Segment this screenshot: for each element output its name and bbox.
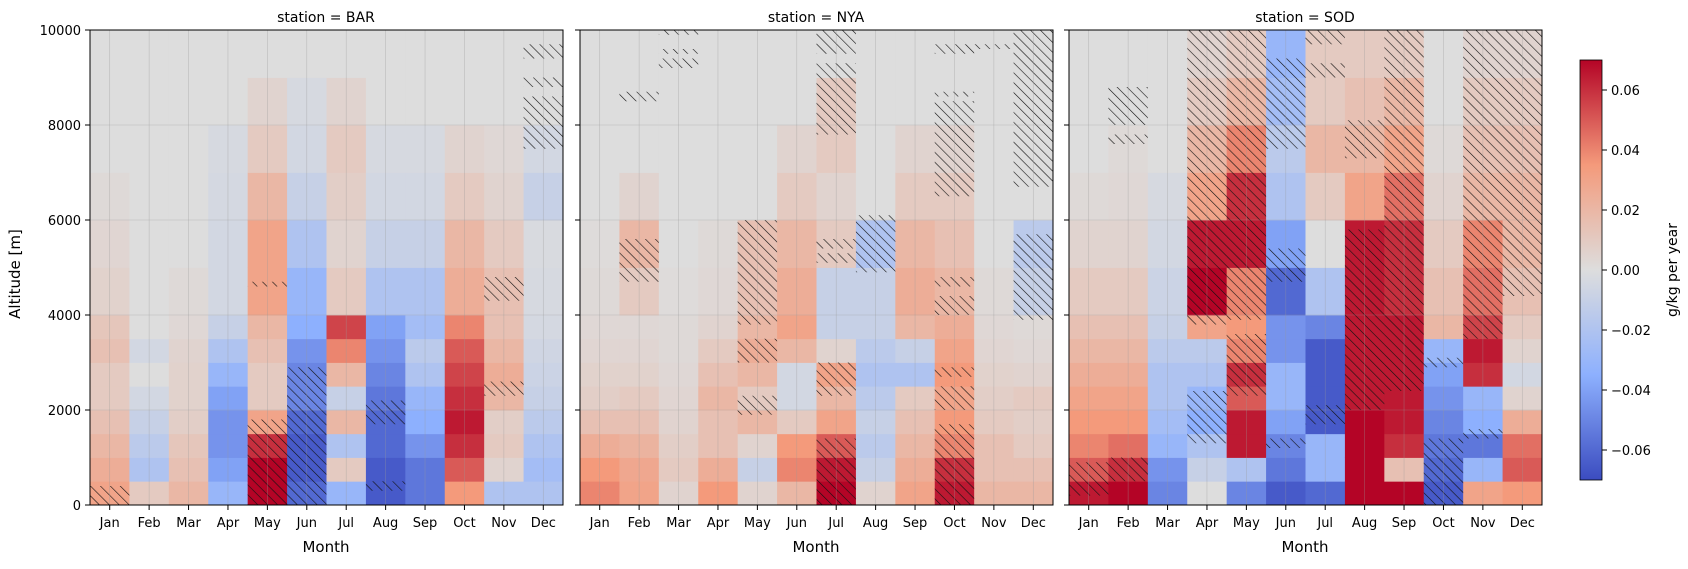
x-tick-label: Mar [1155, 516, 1180, 531]
x-tick-label: Jan [1078, 516, 1099, 531]
x-tick-label: May [254, 516, 281, 531]
colorbar-tick-label: 0.04 [1611, 144, 1640, 159]
x-tick-label: Jul [827, 516, 844, 531]
x-tick-label: Apr [1196, 516, 1219, 531]
panel-sod: Jan Feb Mar Apr May Jun Jul Aug Sep Oct Nov Dec [1064, 29, 1543, 531]
x-tick-label: Feb [1117, 516, 1140, 531]
y-tick-label: 8000 [48, 119, 81, 134]
x-axis-label-sod: Month [1281, 538, 1328, 556]
x-tick-label: Dec [531, 516, 556, 531]
x-tick-label: Aug [373, 516, 398, 531]
x-tick-label: Sep [413, 516, 438, 531]
colorbar-tick-label: 0.00 [1611, 264, 1640, 279]
panel-bar: Jan Feb Mar Apr May Jun Jul Aug Sep Oct Nov Dec 0 200… [40, 24, 564, 531]
panel-title-bar: station = BAR [277, 10, 375, 26]
axes-frame [1068, 29, 1543, 506]
x-tick-label: Jan [589, 516, 610, 531]
x-tick-label: Feb [138, 516, 161, 531]
x-tick-label: Dec [1510, 516, 1535, 531]
x-tick-label: Aug [1352, 516, 1377, 531]
y-tick-label: 0 [73, 499, 81, 514]
colorbar-tick-label: 0.06 [1611, 84, 1640, 99]
x-tick-label: Oct [943, 516, 965, 531]
x-tick-label: Nov [1470, 516, 1496, 531]
x-tick-label: Apr [707, 516, 730, 531]
y-tick-label: 2000 [48, 404, 81, 419]
x-tick-label: Jun [1275, 516, 1296, 531]
axes-frame [89, 29, 564, 506]
y-tick-label: 10000 [40, 24, 81, 39]
colorbar-tick-label: 0.02 [1611, 204, 1640, 219]
y-tick-label: 6000 [48, 214, 81, 229]
x-axis-label-bar: Month [302, 538, 349, 556]
x-tick-label: Jan [99, 516, 120, 531]
colorbar-tick-label: −0.02 [1611, 324, 1651, 339]
x-tick-label: Aug [863, 516, 888, 531]
colorbar: −0.06 −0.04 −0.02 0.00 0.02 0.04 0.06 g/kg per… [1579, 59, 1681, 481]
x-tick-label: Nov [491, 516, 517, 531]
axes-frame [579, 29, 1054, 506]
x-tick-label: Oct [453, 516, 475, 531]
x-tick-label: Oct [1432, 516, 1454, 531]
x-tick-label: Feb [628, 516, 651, 531]
x-tick-label: May [1233, 516, 1260, 531]
x-tick-label: Jul [1316, 516, 1333, 531]
x-tick-label: Dec [1021, 516, 1046, 531]
panel-nya: Jan Feb Mar Apr May Jun Jul Aug Sep Oct Nov Dec [575, 29, 1054, 531]
panel-title-nya: station = NYA [768, 10, 865, 26]
colorbar-tick-label: −0.06 [1611, 444, 1651, 459]
x-tick-label: Jun [786, 516, 807, 531]
panel-title-sod: station = SOD [1255, 10, 1355, 26]
colorbar-gradient [1579, 59, 1603, 481]
x-tick-label: Jun [296, 516, 317, 531]
y-tick-label: 4000 [48, 309, 81, 324]
x-tick-label: Sep [1392, 516, 1417, 531]
x-tick-label: Mar [176, 516, 201, 531]
x-tick-label: Jul [337, 516, 354, 531]
x-tick-label: Mar [666, 516, 691, 531]
x-tick-label: Apr [217, 516, 240, 531]
x-tick-label: May [744, 516, 771, 531]
x-axis-label-nya: Month [792, 538, 839, 556]
x-tick-label: Sep [903, 516, 928, 531]
y-axis-label: Altitude [m] [6, 229, 24, 319]
colorbar-label: g/kg per year [1665, 223, 1681, 317]
x-tick-label: Nov [981, 516, 1007, 531]
colorbar-tick-label: −0.04 [1611, 384, 1651, 399]
